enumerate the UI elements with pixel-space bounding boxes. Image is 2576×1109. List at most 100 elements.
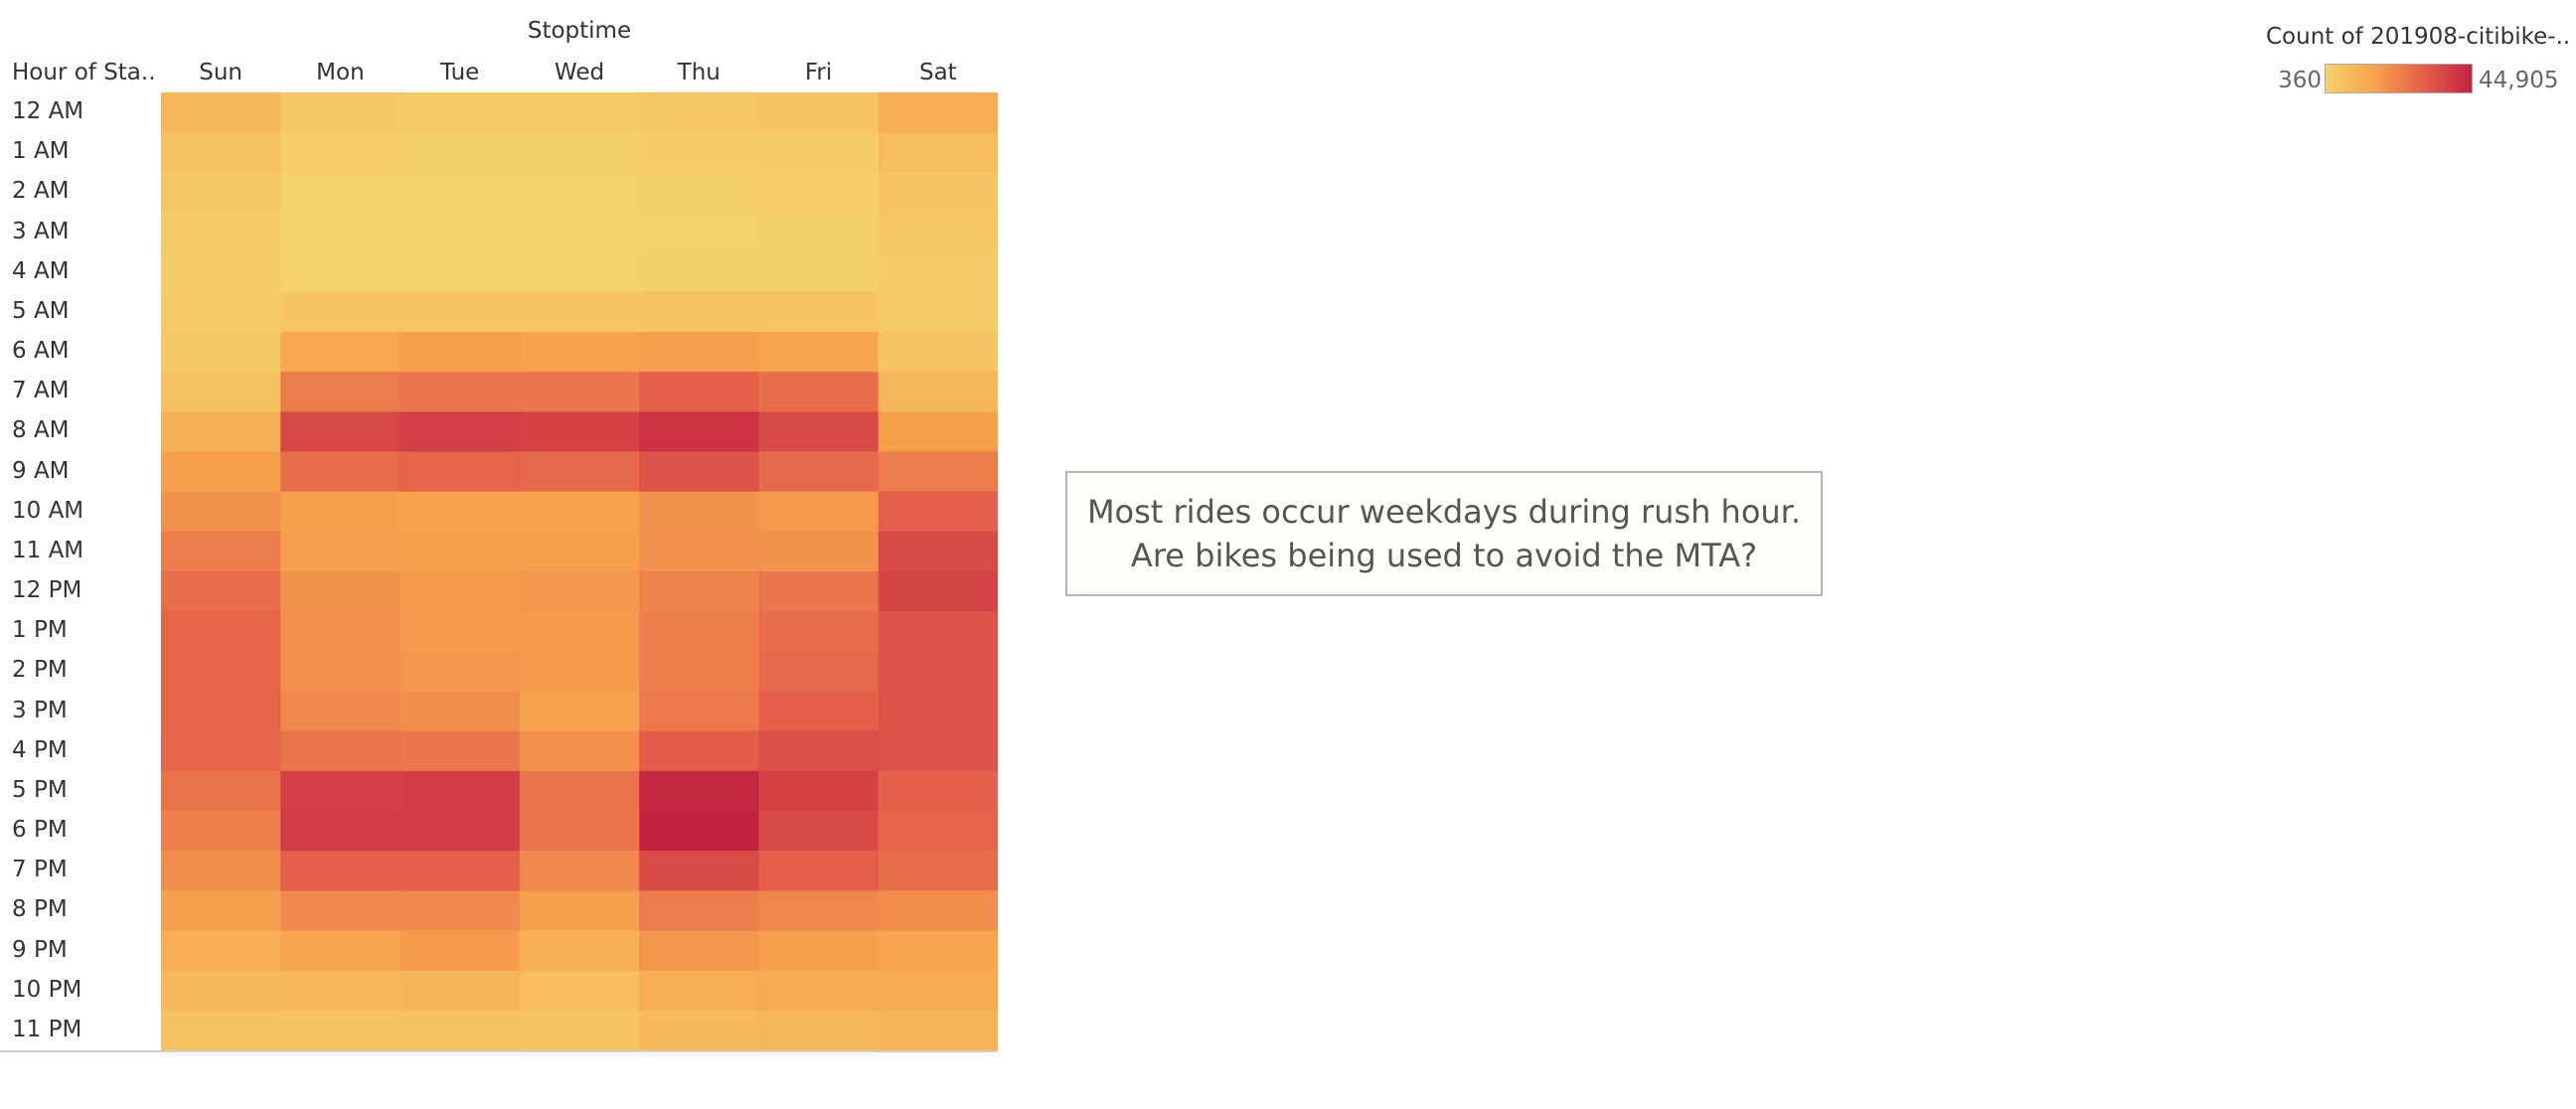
heatmap-cell-thu-5-pm[interactable]: [639, 770, 759, 812]
heatmap-cell-mon-5-am[interactable]: [280, 291, 402, 333]
heatmap-cell-thu-5-am[interactable]: [639, 291, 759, 333]
heatmap-cell-tue-9-am[interactable]: [400, 451, 521, 493]
heatmap-cell-wed-8-am[interactable]: [519, 411, 640, 452]
column-label-sun[interactable]: Sun: [199, 60, 243, 85]
row-label-2-am[interactable]: 2 AM: [12, 178, 70, 205]
heatmap-cell-wed-12-am[interactable]: [519, 92, 640, 133]
heatmap-cell-mon-6-pm[interactable]: [280, 811, 402, 852]
heatmap-cell-thu-6-pm[interactable]: [639, 811, 759, 852]
row-label-6-pm[interactable]: 6 PM: [12, 817, 68, 844]
heatmap-cell-fri-5-pm[interactable]: [758, 770, 880, 812]
heatmap-cell-fri-1-am[interactable]: [758, 132, 880, 173]
heatmap-cell-fri-1-pm[interactable]: [758, 611, 880, 652]
heatmap-cell-tue-11-am[interactable]: [400, 531, 521, 572]
heatmap-cell-fri-2-am[interactable]: [758, 172, 880, 213]
heatmap-cell-sat-10-am[interactable]: [878, 491, 998, 533]
heatmap-cell-sun-11-am[interactable]: [161, 531, 281, 572]
heatmap-cell-mon-8-pm[interactable]: [280, 890, 402, 931]
heatmap-cell-sat-8-am[interactable]: [878, 411, 998, 452]
row-label-11-pm[interactable]: 11 PM: [12, 1016, 82, 1042]
heatmap-cell-sun-4-am[interactable]: [161, 251, 281, 293]
heatmap-cell-thu-4-pm[interactable]: [639, 730, 759, 772]
heatmap-cell-tue-8-pm[interactable]: [400, 890, 521, 931]
heatmap-cell-fri-12-pm[interactable]: [758, 571, 880, 612]
row-label-5-am[interactable]: 5 AM: [12, 297, 70, 324]
heatmap-cell-thu-10-pm[interactable]: [639, 970, 759, 1012]
heatmap-cell-mon-8-am[interactable]: [280, 411, 402, 452]
row-label-12-am[interactable]: 12 AM: [12, 98, 84, 125]
heatmap-cell-fri-11-am[interactable]: [758, 531, 880, 572]
heatmap-cell-tue-1-am[interactable]: [400, 132, 521, 173]
heatmap-cell-fri-9-pm[interactable]: [758, 930, 880, 972]
heatmap-cell-mon-3-am[interactable]: [280, 212, 402, 253]
heatmap-cell-sat-8-pm[interactable]: [878, 890, 998, 931]
heatmap-cell-thu-7-pm[interactable]: [639, 851, 759, 891]
heatmap-cell-wed-1-am[interactable]: [519, 132, 640, 173]
heatmap-cell-sat-7-am[interactable]: [878, 372, 998, 412]
row-label-4-am[interactable]: 4 AM: [12, 257, 70, 284]
heatmap-cell-sun-1-am[interactable]: [161, 132, 281, 173]
heatmap-cell-sat-9-pm[interactable]: [878, 930, 998, 972]
row-label-11-am[interactable]: 11 AM: [12, 537, 84, 563]
heatmap-cell-fri-3-am[interactable]: [758, 212, 880, 253]
row-label-12-pm[interactable]: 12 PM: [12, 577, 82, 604]
heatmap-cell-tue-5-pm[interactable]: [400, 770, 521, 812]
heatmap-cell-tue-12-pm[interactable]: [400, 571, 521, 612]
heatmap-cell-mon-11-am[interactable]: [280, 531, 402, 572]
heatmap-cell-sat-9-am[interactable]: [878, 451, 998, 493]
heatmap-cell-sat-1-am[interactable]: [878, 132, 998, 173]
heatmap-cell-thu-7-am[interactable]: [639, 372, 759, 412]
heatmap-cell-sat-12-pm[interactable]: [878, 571, 998, 612]
heatmap-cell-thu-1-am[interactable]: [639, 132, 759, 173]
heatmap-cell-wed-3-am[interactable]: [519, 212, 640, 253]
heatmap-cell-tue-12-am[interactable]: [400, 92, 521, 133]
heatmap-cell-fri-8-pm[interactable]: [758, 890, 880, 931]
heatmap-cell-thu-9-am[interactable]: [639, 451, 759, 493]
heatmap-cell-mon-1-am[interactable]: [280, 132, 402, 173]
heatmap-cell-sun-8-am[interactable]: [161, 411, 281, 452]
heatmap-cell-sun-12-am[interactable]: [161, 92, 281, 133]
row-axis-title[interactable]: Hour of Sta..: [12, 60, 156, 85]
heatmap-cell-sun-9-pm[interactable]: [161, 930, 281, 972]
heatmap-cell-sat-11-pm[interactable]: [878, 1010, 998, 1050]
row-label-2-pm[interactable]: 2 PM: [12, 657, 68, 684]
heatmap-cell-thu-3-am[interactable]: [639, 212, 759, 253]
row-label-7-am[interactable]: 7 AM: [12, 378, 70, 404]
heatmap-cell-tue-10-pm[interactable]: [400, 970, 521, 1012]
heatmap-cell-wed-2-pm[interactable]: [519, 651, 640, 692]
heatmap-cell-thu-11-pm[interactable]: [639, 1010, 759, 1050]
heatmap-cell-sat-4-pm[interactable]: [878, 730, 998, 772]
heatmap-cell-tue-2-pm[interactable]: [400, 651, 521, 692]
heatmap-cell-wed-12-pm[interactable]: [519, 571, 640, 612]
heatmap-cell-tue-4-pm[interactable]: [400, 730, 521, 772]
heatmap-cell-thu-4-am[interactable]: [639, 251, 759, 293]
heatmap-cell-wed-5-pm[interactable]: [519, 770, 640, 812]
heatmap-cell-fri-7-am[interactable]: [758, 372, 880, 412]
heatmap-cell-mon-10-am[interactable]: [280, 491, 402, 533]
heatmap-cell-thu-12-am[interactable]: [639, 92, 759, 133]
row-label-3-pm[interactable]: 3 PM: [12, 697, 68, 723]
heatmap-cell-fri-3-pm[interactable]: [758, 691, 880, 732]
heatmap-cell-wed-11-pm[interactable]: [519, 1010, 640, 1050]
heatmap-cell-mon-2-am[interactable]: [280, 172, 402, 213]
heatmap-cell-thu-11-am[interactable]: [639, 531, 759, 572]
heatmap-cell-sun-11-pm[interactable]: [161, 1010, 281, 1050]
heatmap-cell-mon-9-pm[interactable]: [280, 930, 402, 972]
heatmap-cell-wed-9-am[interactable]: [519, 451, 640, 493]
heatmap-cell-tue-6-am[interactable]: [400, 332, 521, 373]
heatmap-cell-wed-5-am[interactable]: [519, 291, 640, 333]
heatmap-cell-tue-1-pm[interactable]: [400, 611, 521, 652]
heatmap-cell-sun-10-am[interactable]: [161, 491, 281, 533]
heatmap-cell-fri-7-pm[interactable]: [758, 851, 880, 891]
row-label-9-am[interactable]: 9 AM: [12, 457, 70, 484]
heatmap-cell-sat-4-am[interactable]: [878, 251, 998, 293]
heatmap-cell-sun-7-pm[interactable]: [161, 851, 281, 891]
row-label-4-pm[interactable]: 4 PM: [12, 736, 68, 763]
heatmap-cell-thu-2-pm[interactable]: [639, 651, 759, 692]
row-label-8-pm[interactable]: 8 PM: [12, 896, 68, 923]
heatmap-cell-thu-9-pm[interactable]: [639, 930, 759, 972]
heatmap-cell-fri-9-am[interactable]: [758, 451, 880, 493]
heatmap-cell-sat-5-pm[interactable]: [878, 770, 998, 812]
heatmap-cell-wed-6-pm[interactable]: [519, 811, 640, 852]
heatmap-cell-thu-8-pm[interactable]: [639, 890, 759, 931]
